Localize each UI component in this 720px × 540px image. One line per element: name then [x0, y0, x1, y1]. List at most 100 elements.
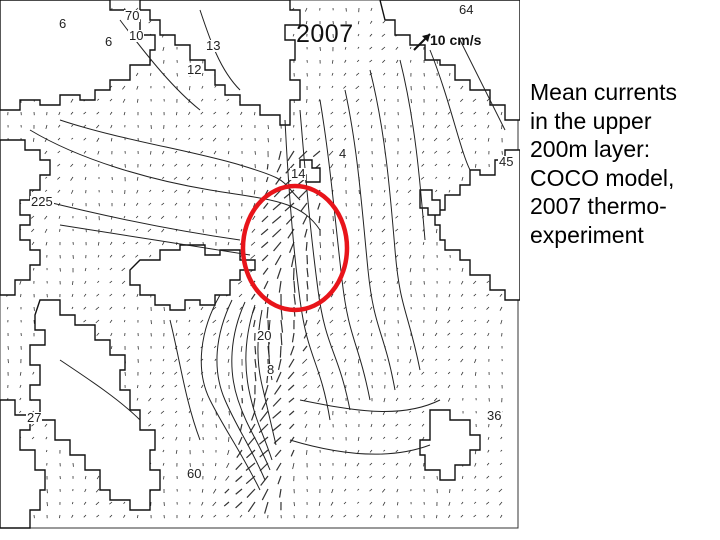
- central-landmass: [129, 244, 256, 311]
- velocity-arrow: [304, 228, 308, 238]
- velocity-arrow: [343, 501, 347, 505]
- velocity-arrow: [409, 150, 412, 154]
- velocity-arrow: [226, 111, 230, 115]
- velocity-arrow: [149, 72, 152, 76]
- velocity-arrow: [278, 280, 282, 293]
- velocity-arrow: [19, 371, 22, 376]
- velocity-arrow: [422, 137, 425, 141]
- velocity-arrow: [259, 410, 269, 422]
- velocity-arrow: [175, 124, 178, 128]
- velocity-arrow: [434, 332, 438, 337]
- velocity-arrow: [121, 267, 126, 272]
- velocity-arrow: [448, 85, 451, 89]
- velocity-arrow: [212, 501, 217, 507]
- velocity-arrow: [271, 215, 282, 224]
- velocity-arrow: [186, 163, 191, 167]
- velocity-arrow: [369, 254, 373, 258]
- velocity-arrow: [83, 319, 87, 323]
- velocity-arrow: [44, 215, 48, 220]
- velocity-arrow: [136, 514, 139, 519]
- velocity-arrow: [446, 137, 451, 141]
- velocity-arrow: [461, 384, 464, 388]
- velocity-arrow: [135, 72, 139, 77]
- velocity-arrow: [384, 137, 386, 143]
- velocity-arrow: [95, 501, 100, 506]
- velocity-arrow: [434, 384, 438, 388]
- velocity-arrow: [396, 384, 399, 389]
- velocity-arrow: [381, 228, 386, 233]
- contour-label: 70: [124, 8, 141, 23]
- velocity-arrow: [343, 319, 347, 323]
- velocity-arrow: [474, 501, 477, 504]
- velocity-arrow: [357, 306, 360, 309]
- velocity-arrow: [460, 371, 464, 376]
- velocity-arrow: [135, 254, 139, 258]
- velocity-arrow: [383, 202, 386, 207]
- velocity-arrow: [317, 384, 321, 389]
- velocity-arrow: [149, 163, 152, 167]
- velocity-arrow: [72, 280, 74, 286]
- velocity-arrow: [331, 358, 334, 361]
- velocity-arrow: [356, 293, 360, 297]
- velocity-arrow: [83, 514, 87, 518]
- velocity-arrow: [273, 241, 282, 252]
- velocity-arrow: [328, 150, 334, 156]
- velocity-arrow: [147, 228, 152, 232]
- velocity-arrow: [396, 59, 399, 64]
- velocity-arrow: [213, 150, 217, 155]
- velocity-arrow: [485, 488, 490, 492]
- velocity-arrow: [303, 384, 308, 389]
- velocity-arrow: [84, 488, 87, 493]
- velocity-arrow: [160, 410, 165, 414]
- velocity-arrow: [499, 306, 503, 311]
- velocity-arrow: [302, 371, 308, 377]
- velocity-arrow: [239, 514, 243, 518]
- velocity-arrow: [330, 293, 334, 298]
- velocity-arrow: [227, 358, 230, 363]
- velocity-arrow: [473, 332, 477, 336]
- velocity-arrow: [109, 293, 113, 297]
- velocity-arrow: [487, 137, 490, 142]
- velocity-arrow: [239, 306, 243, 310]
- velocity-arrow: [45, 124, 48, 129]
- velocity-arrow: [272, 202, 282, 211]
- velocity-arrow: [370, 111, 373, 116]
- velocity-arrow: [31, 228, 35, 233]
- velocity-arrow: [396, 501, 399, 506]
- velocity-arrow: [200, 306, 204, 311]
- velocity-arrow: [97, 98, 100, 101]
- velocity-arrow: [302, 345, 308, 352]
- velocity-arrow: [97, 241, 100, 246]
- velocity-arrow: [97, 254, 100, 258]
- velocity-arrow: [213, 332, 217, 336]
- velocity-arrow: [319, 254, 322, 261]
- velocity-arrow: [409, 254, 412, 259]
- velocity-arrow: [447, 163, 451, 167]
- velocity-arrow: [188, 124, 191, 128]
- velocity-arrow: [96, 124, 100, 129]
- velocity-arrow: [274, 254, 282, 266]
- velocity-arrow: [396, 176, 399, 180]
- velocity-arrow: [355, 98, 360, 103]
- velocity-arrow: [240, 111, 243, 116]
- velocity-arrow: [460, 85, 464, 90]
- velocity-arrow: [331, 280, 334, 284]
- velocity-arrow: [279, 488, 282, 498]
- velocity-arrow: [383, 189, 386, 193]
- velocity-arrow: [408, 423, 412, 427]
- contour-label: 60: [186, 466, 203, 481]
- velocity-arrow: [329, 124, 334, 128]
- velocity-arrow: [473, 514, 477, 518]
- velocity-arrow: [174, 371, 178, 375]
- caption-line: 200m layer:: [530, 136, 651, 162]
- velocity-arrow: [302, 215, 308, 225]
- velocity-arrow: [357, 501, 360, 504]
- velocity-arrow: [57, 163, 61, 167]
- velocity-arrow: [355, 72, 360, 76]
- velocity-arrow: [223, 501, 230, 507]
- velocity-arrow: [306, 267, 309, 278]
- velocity-arrow: [213, 345, 217, 349]
- velocity-arrow: [149, 384, 152, 389]
- velocity-arrow: [84, 176, 87, 181]
- velocity-arrow: [357, 46, 360, 49]
